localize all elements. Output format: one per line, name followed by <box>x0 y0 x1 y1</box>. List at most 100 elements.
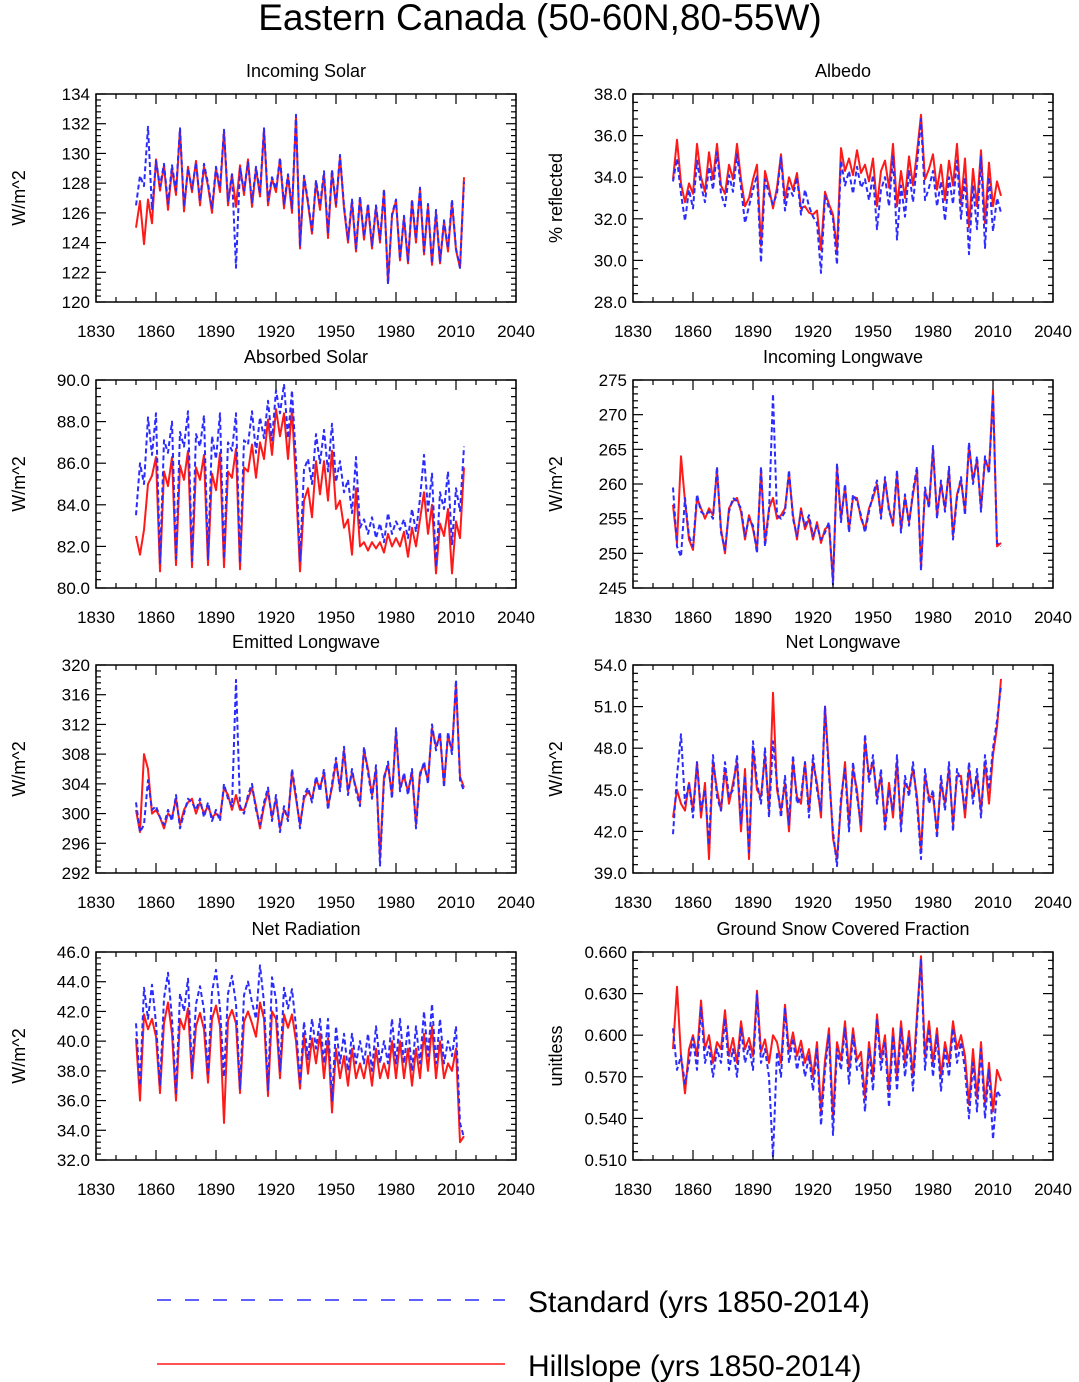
y-tick-label: 82.0 <box>57 537 90 556</box>
y-tick-label: 320 <box>62 656 90 675</box>
series-line-hillslope <box>672 955 1002 1120</box>
y-tick-label: 88.0 <box>57 413 90 432</box>
x-tick-label: 2010 <box>437 608 475 627</box>
x-tick-label: 1980 <box>914 1180 952 1199</box>
y-tick-label: 275 <box>599 371 627 390</box>
y-tick-label: 34.0 <box>57 1121 90 1140</box>
x-tick-label: 1890 <box>197 608 235 627</box>
x-tick-label: 1890 <box>734 322 772 341</box>
x-tick-label: 1830 <box>77 893 115 912</box>
panels: Incoming Solar W/m^2 1830 1860 1890 1920 1950 1… <box>9 61 1072 1199</box>
y-tick-label: 40.0 <box>57 1032 90 1051</box>
y-tick-label: 80.0 <box>57 579 90 598</box>
y-tick-label: 292 <box>62 864 90 883</box>
y-tick-label: 51.0 <box>594 698 627 717</box>
panel-4: Emitted Longwave W/m^2 1830 1860 1890 1920 195… <box>9 632 535 912</box>
y-tick-label: 250 <box>599 544 627 563</box>
x-tick-label: 1890 <box>197 893 235 912</box>
y-tick-label: 32.0 <box>594 210 627 229</box>
y-tick-label: 42.0 <box>594 822 627 841</box>
y-tick-label: 32.0 <box>57 1151 90 1170</box>
x-tick-label: 1980 <box>914 322 952 341</box>
y-tick-label: 124 <box>62 234 90 253</box>
x-tick-label: 1920 <box>794 1180 832 1199</box>
y-tick-label: 270 <box>599 406 627 425</box>
series-line-hillslope <box>135 115 465 284</box>
y-tick-label: 38.0 <box>57 1062 90 1081</box>
panel-title: Net Longwave <box>785 632 900 652</box>
x-tick-label: 2040 <box>1034 608 1072 627</box>
x-tick-label: 1860 <box>137 1180 175 1199</box>
panel-title: Net Radiation <box>251 919 360 939</box>
y-axis-label: W/m^2 <box>9 170 29 225</box>
x-tick-label: 2010 <box>974 608 1012 627</box>
y-tick-label: 28.0 <box>594 293 627 312</box>
y-axis-label: W/m^2 <box>546 456 566 511</box>
x-tick-label: 1860 <box>137 608 175 627</box>
y-tick-label: 265 <box>599 440 627 459</box>
plot-frame <box>95 664 517 874</box>
y-tick-label: 86.0 <box>57 454 90 473</box>
x-tick-label: 2010 <box>974 1180 1012 1199</box>
y-tick-label: 134 <box>62 85 90 104</box>
plot-frame <box>95 379 517 589</box>
y-tick-label: 0.660 <box>584 943 627 962</box>
x-tick-label: 1830 <box>614 322 652 341</box>
x-tick-label: 1950 <box>854 893 892 912</box>
y-tick-label: 39.0 <box>594 864 627 883</box>
x-tick-label: 1950 <box>317 1180 355 1199</box>
x-tick-label: 1920 <box>257 1180 295 1199</box>
y-tick-label: 0.510 <box>584 1151 627 1170</box>
x-tick-label: 1980 <box>914 608 952 627</box>
x-tick-label: 2040 <box>497 608 535 627</box>
plot-frame <box>95 93 517 303</box>
panel-7: Ground Snow Covered Fraction unitless 1830… <box>546 919 1072 1199</box>
panel-title: Incoming Solar <box>246 61 366 81</box>
panel-2: Absorbed Solar W/m^2 1830 1860 1890 1920 1950 1… <box>9 347 535 627</box>
y-tick-label: 38.0 <box>594 85 627 104</box>
y-tick-label: 308 <box>62 745 90 764</box>
x-tick-label: 1950 <box>854 322 892 341</box>
y-tick-label: 45.0 <box>594 781 627 800</box>
x-tick-label: 1890 <box>197 1180 235 1199</box>
panel-title: Ground Snow Covered Fraction <box>716 919 969 939</box>
panel-title: Emitted Longwave <box>232 632 380 652</box>
y-tick-label: 0.630 <box>584 985 627 1004</box>
legend: Standard (yrs 1850-2014) Hillslope (yrs … <box>157 1286 870 1382</box>
panel-title: Albedo <box>815 61 871 81</box>
y-tick-label: 48.0 <box>594 739 627 758</box>
plot-frame <box>632 664 1054 874</box>
y-tick-label: 84.0 <box>57 496 90 515</box>
series-line-standard <box>135 383 465 569</box>
y-tick-label: 312 <box>62 715 90 734</box>
y-tick-label: 42.0 <box>57 1002 90 1021</box>
x-tick-label: 1980 <box>914 893 952 912</box>
x-tick-label: 1920 <box>257 608 295 627</box>
x-tick-label: 2040 <box>497 322 535 341</box>
x-tick-label: 2040 <box>1034 893 1072 912</box>
x-tick-label: 2040 <box>1034 322 1072 341</box>
x-tick-label: 1920 <box>257 893 295 912</box>
legend-hillslope-label: Hillslope (yrs 1850-2014) <box>528 1350 862 1382</box>
series-line-standard <box>672 685 1002 868</box>
y-tick-label: 36.0 <box>594 127 627 146</box>
y-tick-label: 90.0 <box>57 371 90 390</box>
x-tick-label: 2010 <box>437 1180 475 1199</box>
y-tick-label: 255 <box>599 510 627 529</box>
x-tick-label: 1920 <box>794 893 832 912</box>
series-line-hillslope <box>135 682 465 860</box>
x-tick-label: 1950 <box>317 608 355 627</box>
x-tick-label: 2010 <box>437 893 475 912</box>
x-tick-label: 1890 <box>734 893 772 912</box>
y-tick-label: 316 <box>62 686 90 705</box>
y-tick-label: 130 <box>62 144 90 163</box>
series-line-standard <box>135 113 465 286</box>
panel-title: Absorbed Solar <box>244 347 368 367</box>
x-tick-label: 1860 <box>674 893 712 912</box>
y-tick-label: 44.0 <box>57 973 90 992</box>
x-tick-label: 1830 <box>77 322 115 341</box>
y-tick-label: 120 <box>62 293 90 312</box>
x-tick-label: 1920 <box>794 322 832 341</box>
x-tick-label: 1860 <box>674 322 712 341</box>
y-tick-label: 296 <box>62 834 90 853</box>
